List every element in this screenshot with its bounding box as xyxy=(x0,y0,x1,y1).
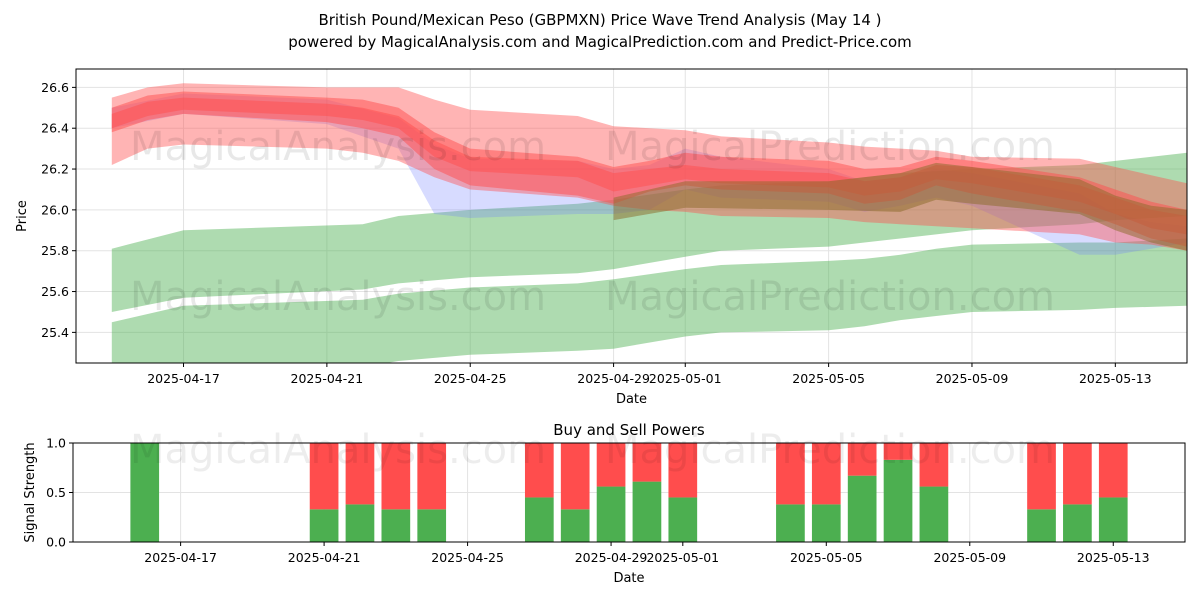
buy-power-bar xyxy=(919,486,949,542)
buy-power-bar xyxy=(309,509,339,542)
bar-layer xyxy=(130,443,1128,542)
x-tick-label: 2025-05-09 xyxy=(933,550,1006,565)
x-tick-label: 2025-04-21 xyxy=(291,371,364,386)
x-tick-label: 2025-05-09 xyxy=(936,371,1009,386)
watermark-text: MagicalPrediction.com xyxy=(605,124,1055,170)
sell-power-bar xyxy=(883,443,913,460)
chart-title-line2: powered by MagicalAnalysis.com and Magic… xyxy=(288,33,912,51)
buy-power-bar xyxy=(632,481,662,542)
y-tick-label: 25.4 xyxy=(41,325,69,340)
buy-power-bar xyxy=(345,504,375,542)
watermark-text: MagicalAnalysis.com xyxy=(130,427,546,473)
x-tick-label: 2025-04-25 xyxy=(434,371,507,386)
sell-power-bar xyxy=(632,443,662,482)
bottom-x-axis: 2025-04-17 2025-04-21 2025-04-25 2025-04-29… xyxy=(144,542,1150,565)
bottom-chart-title: Buy and Sell Powers xyxy=(553,421,705,439)
sell-power-bar xyxy=(1063,443,1092,505)
top-x-axis-label: Date xyxy=(616,392,647,407)
y-tick-label: 25.8 xyxy=(41,243,69,258)
x-tick-label: 2025-05-01 xyxy=(649,371,722,386)
buy-power-bar xyxy=(1098,497,1128,542)
watermark-text: MagicalPrediction.com xyxy=(605,274,1055,320)
buy-power-bar xyxy=(1027,509,1056,542)
watermark-text: MagicalAnalysis.com xyxy=(130,274,546,320)
buy-power-bar xyxy=(847,475,877,542)
y-tick-label: 1.0 xyxy=(46,436,66,451)
sell-power-bar xyxy=(1027,443,1056,510)
sell-power-bar xyxy=(524,443,554,498)
top-y-axis-label: Price xyxy=(15,200,30,232)
buy-power-bar xyxy=(668,497,698,542)
x-tick-label: 2025-04-29 xyxy=(577,371,650,386)
green-wave-band xyxy=(111,238,1187,363)
bottom-x-axis-label: Date xyxy=(613,571,644,586)
buy-power-bar xyxy=(560,509,590,542)
price-wave-plot: MagicalAnalysis.com MagicalPrediction.com… xyxy=(15,68,1188,407)
y-tick-label: 25.6 xyxy=(41,284,69,299)
watermark-text: MagicalAnalysis.com xyxy=(130,124,546,170)
band-layer xyxy=(111,83,1187,363)
buy-power-bar xyxy=(883,459,913,542)
sell-power-bar xyxy=(309,443,339,510)
red-wave-band xyxy=(111,97,1187,235)
y-tick-label: 26.0 xyxy=(41,202,69,217)
buy-power-bar xyxy=(811,504,841,542)
watermark-text: MagicalPrediction.com xyxy=(605,427,1055,473)
watermark-layer: MagicalAnalysis.com MagicalPrediction.com… xyxy=(130,124,1055,320)
sell-power-bar xyxy=(776,443,805,505)
buy-power-bar xyxy=(596,486,626,542)
x-tick-label: 2025-04-17 xyxy=(144,550,217,565)
sell-power-bar xyxy=(417,443,447,510)
top-x-axis: 2025-04-17 2025-04-21 2025-04-25 2025-04-29… xyxy=(147,363,1152,386)
top-plot-frame xyxy=(75,68,1188,364)
sell-power-bar xyxy=(345,443,375,505)
buy-power-bar xyxy=(381,509,411,542)
watermark-layer: MagicalAnalysis.com MagicalPrediction.com xyxy=(130,427,1055,473)
sell-power-bar xyxy=(811,443,841,505)
y-tick-label: 26.2 xyxy=(41,162,69,177)
y-tick-label: 26.4 xyxy=(41,121,69,136)
brown-wave-band xyxy=(613,162,1187,251)
x-tick-label: 2025-04-21 xyxy=(288,550,361,565)
buy-power-bar xyxy=(130,443,160,542)
x-tick-label: 2025-05-05 xyxy=(790,550,863,565)
sell-power-bar xyxy=(596,443,626,487)
sell-power-bar xyxy=(1098,443,1128,498)
y-tick-label: 0.5 xyxy=(46,485,66,500)
bottom-y-axis: 0.0 0.5 1.0 xyxy=(46,436,73,550)
top-y-axis: 25.4 25.6 25.8 26.0 26.2 26.4 26.6 xyxy=(41,80,76,340)
y-tick-label: 0.0 xyxy=(46,535,66,550)
buy-power-bar xyxy=(417,509,447,542)
buy-power-bar xyxy=(776,504,805,542)
buy-sell-power-plot: MagicalAnalysis.com MagicalPrediction.com… xyxy=(23,421,1186,586)
sell-power-bar xyxy=(381,443,411,510)
y-tick-label: 26.6 xyxy=(41,80,69,95)
x-tick-label: 2025-04-17 xyxy=(147,371,220,386)
sell-power-bar xyxy=(847,443,877,476)
chart-title-line1: British Pound/Mexican Peso (GBPMXN) Pric… xyxy=(318,11,881,29)
bottom-y-axis-label: Signal Strength xyxy=(23,442,38,542)
sell-power-bar xyxy=(668,443,698,498)
sell-power-bar xyxy=(919,443,949,487)
x-tick-label: 2025-05-13 xyxy=(1079,371,1152,386)
buy-power-bar xyxy=(524,497,554,542)
x-tick-label: 2025-05-05 xyxy=(792,371,865,386)
x-tick-label: 2025-04-29 xyxy=(575,550,648,565)
x-tick-label: 2025-04-25 xyxy=(431,550,504,565)
x-tick-label: 2025-05-13 xyxy=(1077,550,1150,565)
sell-power-bar xyxy=(560,443,590,510)
buy-power-bar xyxy=(1063,504,1092,542)
x-tick-label: 2025-05-01 xyxy=(646,550,719,565)
